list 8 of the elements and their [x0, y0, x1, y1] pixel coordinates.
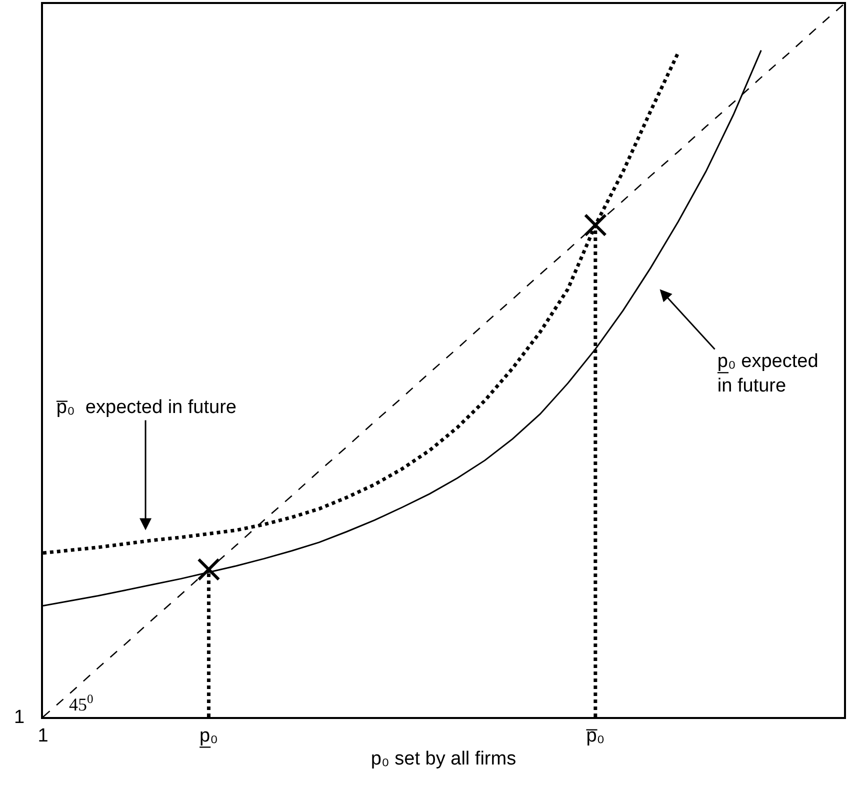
annotation: p̲₀ expected in future	[717, 351, 818, 397]
x-tick-label: 1	[38, 726, 48, 747]
text: 1	[14, 707, 25, 728]
x-tick-label: p̲₀	[199, 726, 218, 748]
x-axis-title: p₀ set by all firms	[370, 748, 516, 770]
annotation: 45$^{0}$	[69, 692, 94, 715]
annotation: p̅₀ expected in future	[56, 397, 236, 418]
x-tick-label: p̅₀	[586, 726, 605, 747]
